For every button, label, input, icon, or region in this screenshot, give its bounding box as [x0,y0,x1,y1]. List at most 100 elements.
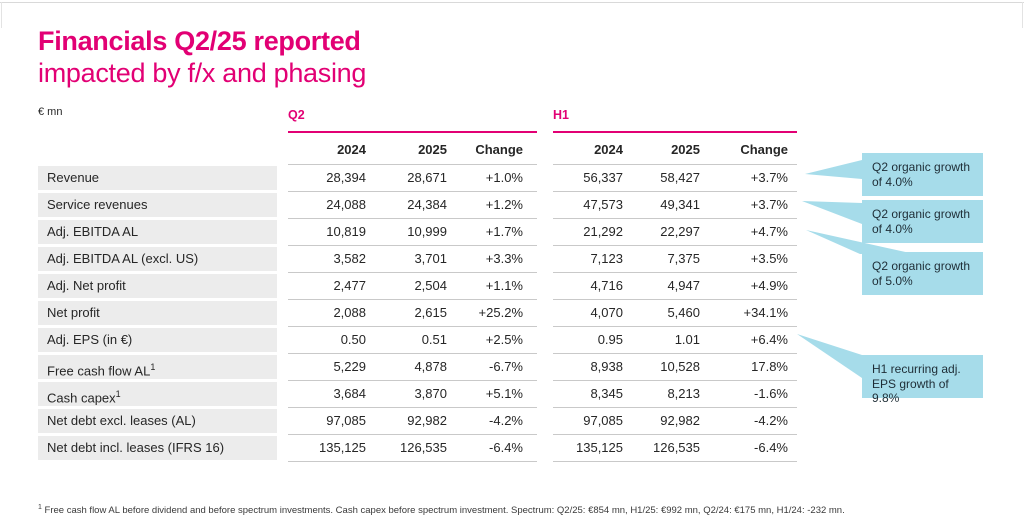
cell-q2-2025: 3,701 [414,251,447,266]
table-row: 97,085 92,982 -4.2% [553,407,797,434]
cell-h1-2024: 135,125 [576,440,623,455]
cell-q2-2024: 97,085 [326,413,366,428]
row-label: Net debt incl. leases (IFRS 16) [38,434,277,461]
group-header-h1: H1 [553,108,797,133]
cell-q2-2025: 92,982 [407,413,447,428]
table-row: 28,394 28,671 +1.0% [288,164,537,191]
cell-q2-2024: 28,394 [326,170,366,185]
cell-h1-2024: 21,292 [583,224,623,239]
cell-h1-change: +3.5% [750,251,788,266]
cell-q2-change: -6.7% [489,359,523,374]
column-header-2025: 2025 [418,142,447,157]
table-row: 24,088 24,384 +1.2% [288,191,537,218]
column-header-2025: 2025 [671,142,700,157]
cell-h1-change: -4.2% [754,413,788,428]
table-row: 135,125 126,535 -6.4% [553,434,797,462]
cell-q2-2025: 2,504 [414,278,447,293]
cell-q2-change: +3.3% [485,251,523,266]
column-header-change: Change [740,142,788,157]
cell-h1-change: +6.4% [750,332,788,347]
row-label: Net profit [38,299,277,326]
cell-q2-change: -6.4% [489,440,523,455]
cell-q2-change: +25.2% [478,305,523,320]
cell-h1-change: +4.9% [750,278,788,293]
window-left-border [1,2,2,28]
table-row: 2,477 2,504 +1.1% [288,272,537,299]
table-row: 135,125 126,535 -6.4% [288,434,537,462]
table-row: 8,345 8,213 -1.6% [553,380,797,407]
table-row: 10,819 10,999 +1.7% [288,218,537,245]
cell-q2-2025: 3,870 [414,386,447,401]
cell-h1-2024: 8,345 [590,386,623,401]
cell-q2-2024: 3,582 [333,251,366,266]
cell-q2-2025: 24,384 [407,197,447,212]
callout-h1-eps-growth: H1 recurring adj. EPS growth of 9.8% [862,355,983,405]
cell-q2-2025: 0.51 [421,332,447,347]
values-q2: 28,394 28,671 +1.0% 24,088 24,384 +1.2% 10,819… [288,164,537,462]
cell-q2-change: +5.1% [485,386,523,401]
cell-h1-2024: 7,123 [590,251,623,266]
window-right-border [1022,2,1023,28]
page-title: Financials Q2/25 reported [38,26,361,56]
table-row: 7,123 7,375 +3.5% [553,245,797,272]
cell-h1-change: +3.7% [750,170,788,185]
table-row: 4,716 4,947 +4.9% [553,272,797,299]
footnote: 1 Free cash flow AL before dividend and … [38,504,845,516]
cell-h1-2024: 4,716 [590,278,623,293]
table-row: 56,337 58,427 +3.7% [553,164,797,191]
cell-h1-2025: 92,982 [660,413,700,428]
cell-q2-2024: 2,088 [333,305,366,320]
column-headers-q2: 2024 2025 Change [288,136,537,164]
cell-q2-2024: 135,125 [319,440,366,455]
cell-q2-change: +1.2% [485,197,523,212]
cell-q2-2025: 10,999 [407,224,447,239]
callout-q2-ebitda-growth: Q2 organic growth of 5.0% [862,252,983,295]
row-label: Net debt excl. leases (AL) [38,407,277,434]
table-row: 3,582 3,701 +3.3% [288,245,537,272]
cell-h1-2025: 126,535 [653,440,700,455]
cell-h1-2024: 56,337 [583,170,623,185]
cell-h1-change: -6.4% [754,440,788,455]
row-label: Service revenues [38,191,277,218]
cell-h1-2025: 7,375 [667,251,700,266]
row-label: Free cash flow AL1 [38,353,277,380]
cell-h1-change: +3.7% [750,197,788,212]
cell-h1-2024: 97,085 [583,413,623,428]
row-label: Adj. EBITDA AL [38,218,277,245]
table-row: 97,085 92,982 -4.2% [288,407,537,434]
table-row: 47,573 49,341 +3.7% [553,191,797,218]
footnote-marker: 1 [38,504,42,511]
table-row: 2,088 2,615 +25.2% [288,299,537,326]
column-headers-h1: 2024 2025 Change [553,136,797,164]
table-row: 8,938 10,528 17.8% [553,353,797,380]
cell-q2-2024: 0.50 [340,332,366,347]
cell-q2-2024: 3,684 [333,386,366,401]
cell-h1-change: -1.6% [754,386,788,401]
cell-h1-change: +4.7% [750,224,788,239]
cell-h1-2024: 0.95 [597,332,623,347]
callout-q2-service-revenue-growth: Q2 organic growth of 4.0% [862,200,983,243]
cell-q2-2024: 24,088 [326,197,366,212]
cell-q2-2025: 2,615 [414,305,447,320]
table-row: 0.50 0.51 +2.5% [288,326,537,353]
cell-q2-2024: 10,819 [326,224,366,239]
unit-label: € mn [38,106,63,118]
cell-h1-change: +34.1% [743,305,788,320]
cell-h1-change: 17.8% [751,359,788,374]
page-subtitle: impacted by f/x and phasing [38,58,367,88]
column-header-2024: 2024 [337,142,366,157]
cell-h1-2025: 5,460 [667,305,700,320]
cell-q2-change: +1.1% [485,278,523,293]
cell-h1-2024: 47,573 [583,197,623,212]
group-header-q2: Q2 [288,108,537,133]
cell-h1-2025: 49,341 [660,197,700,212]
cell-h1-2025: 58,427 [660,170,700,185]
table-row: 4,070 5,460 +34.1% [553,299,797,326]
row-label: Adj. EBITDA AL (excl. US) [38,245,277,272]
footnote-text: Free cash flow AL before dividend and be… [41,505,845,517]
cell-q2-2024: 2,477 [333,278,366,293]
cell-h1-2025: 1.01 [674,332,700,347]
cell-h1-2024: 8,938 [590,359,623,374]
column-header-change: Change [475,142,523,157]
